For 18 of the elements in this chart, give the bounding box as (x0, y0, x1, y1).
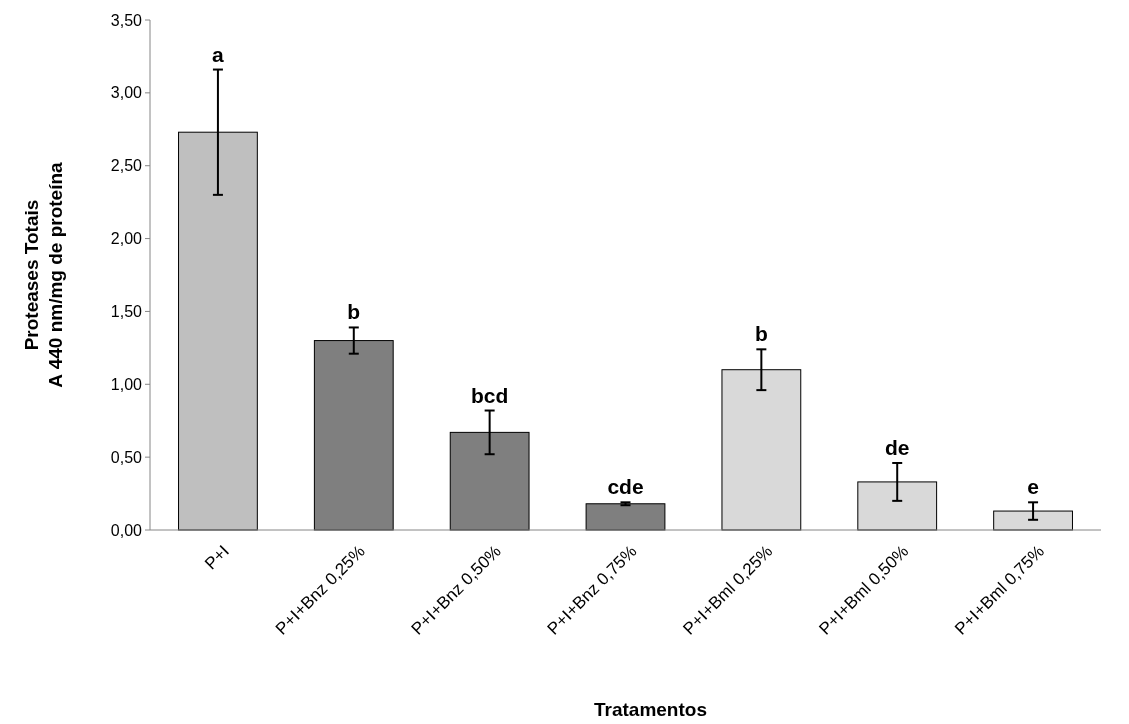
y-tick-label: 2,00 (110, 230, 143, 248)
annotation: cde (607, 475, 644, 499)
y-tick-label: 1,50 (110, 303, 143, 321)
annotation: b (347, 300, 361, 324)
annotation: bcd (470, 383, 509, 407)
y-tick-label: 1,00 (110, 375, 143, 393)
y-tick-label: 0,50 (110, 448, 143, 466)
y-tick-label: 2,50 (110, 157, 143, 175)
annotation: de (884, 435, 910, 459)
y-tick-label: 3,00 (110, 84, 143, 102)
annotation: b (754, 322, 768, 346)
x-tick-label: P+I (201, 541, 233, 574)
annotation: a (212, 42, 225, 66)
x-axis-title: Tratamentos (594, 699, 707, 720)
annotation: e (1027, 475, 1039, 499)
y-tick-label: 3,50 (110, 11, 143, 29)
y-axis-title: Proteases Totais A 440 nm/mg de proteína (21, 161, 66, 388)
y-tick-label: 0,00 (110, 521, 143, 539)
